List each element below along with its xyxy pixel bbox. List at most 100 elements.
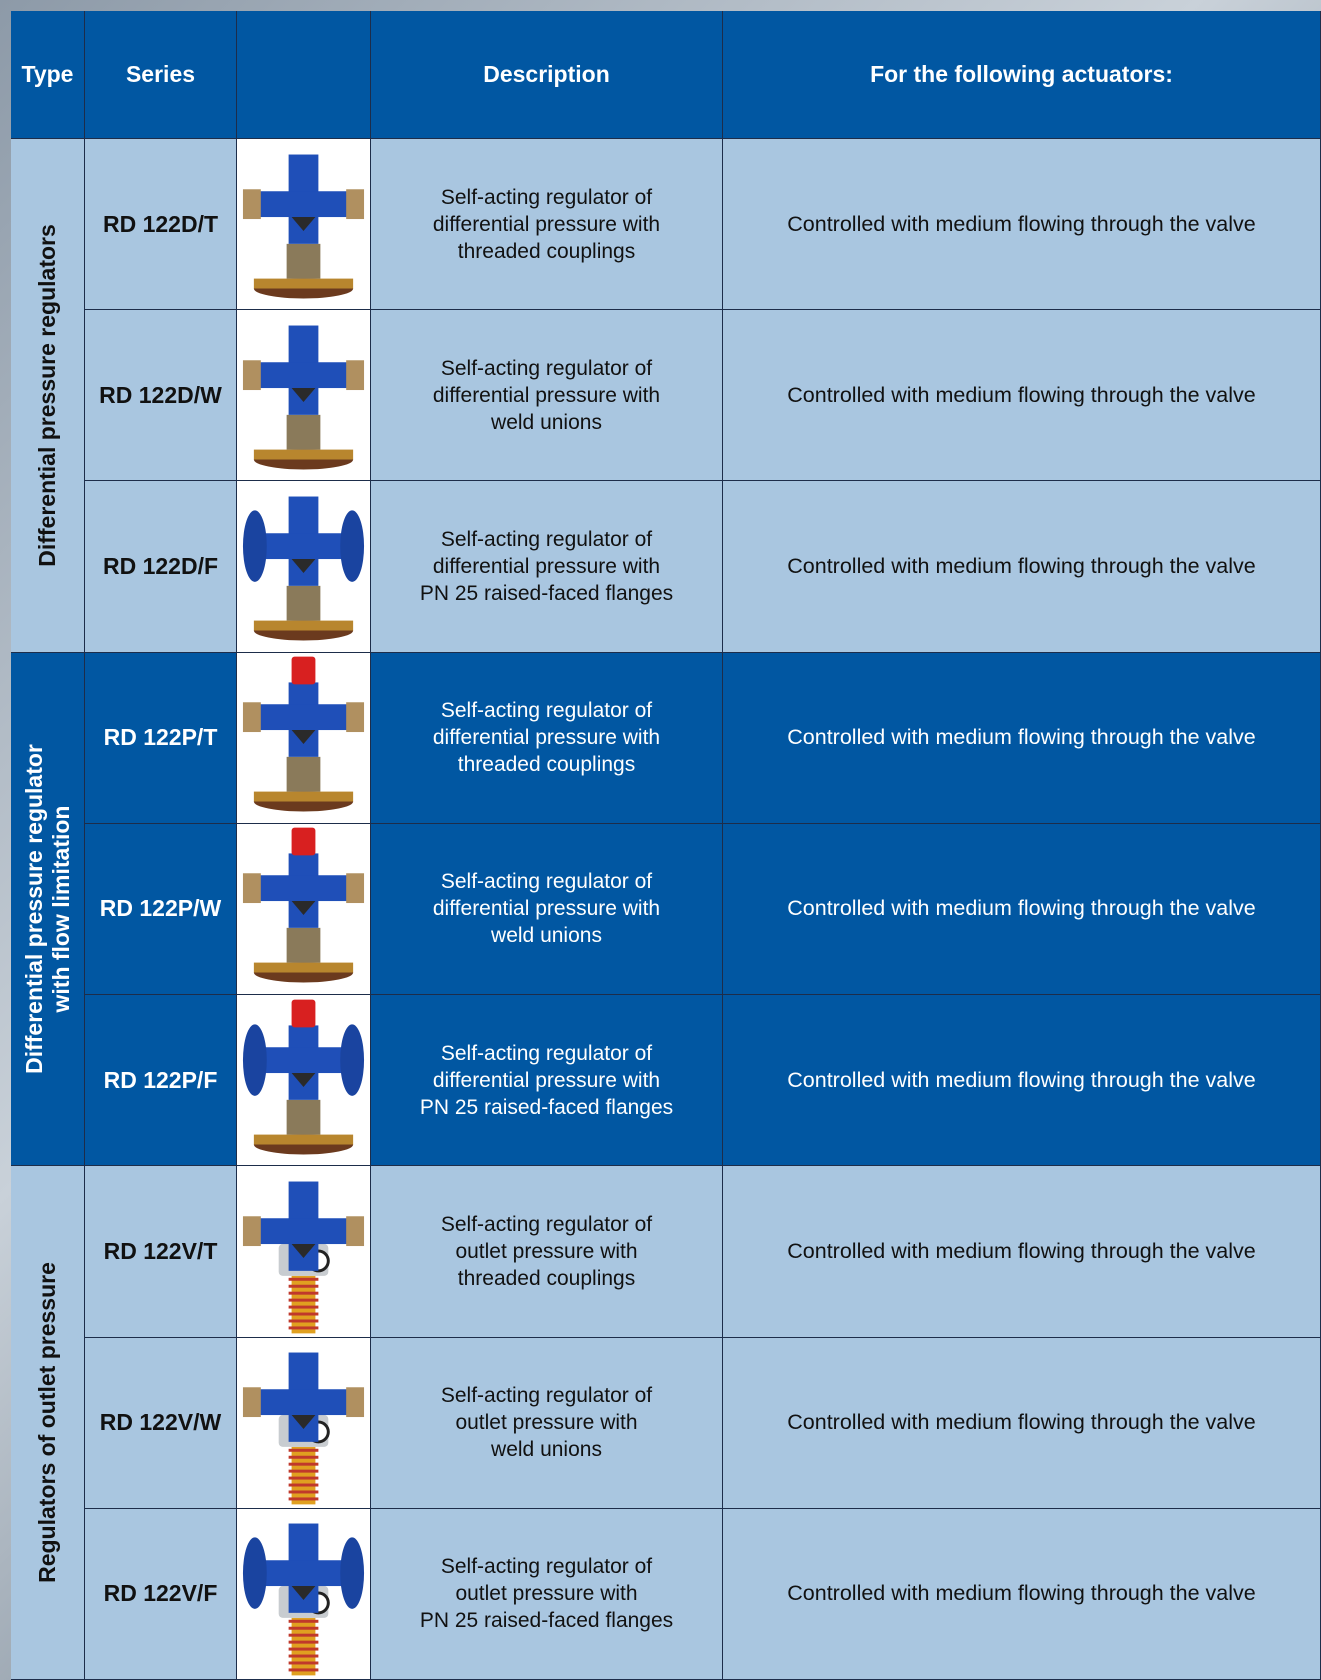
- series-cell: RD 122V/T: [85, 1166, 237, 1338]
- header-cell: For the following actuators:: [723, 11, 1321, 139]
- actuators-text: Controlled with medium flowing through t…: [787, 1238, 1256, 1263]
- header-cell: [237, 11, 371, 139]
- actuators-text: Controlled with medium flowing through t…: [787, 554, 1256, 579]
- valve-icon: [242, 656, 365, 812]
- product-image: [237, 652, 371, 824]
- description-cell: Self-acting regulator of differential pre…: [371, 652, 723, 824]
- actuators-cell: Controlled with medium flowing through t…: [723, 310, 1321, 482]
- description-line: weld unions: [491, 410, 602, 434]
- description-line: weld unions: [491, 1438, 602, 1462]
- header-text: Type: [21, 61, 74, 87]
- series-text: RD 122D/T: [102, 210, 219, 237]
- series-cell: RD 122D/F: [85, 481, 237, 653]
- series-text: RD 122P/F: [103, 1066, 218, 1093]
- type-label: Differential pressure regulators: [34, 224, 61, 567]
- description-cell: Self-acting regulator of differential pre…: [371, 481, 723, 653]
- actuators-cell: Controlled with medium flowing through t…: [723, 1166, 1321, 1338]
- header-cell: Series: [85, 11, 237, 139]
- header-text: Description: [483, 61, 610, 87]
- description-line: threaded couplings: [457, 1266, 636, 1290]
- description-line: differential pressure with: [432, 1068, 661, 1092]
- series-cell: RD 122P/T: [85, 652, 237, 824]
- actuators-text: Controlled with medium flowing through t…: [787, 896, 1256, 921]
- description-line: threaded couplings: [457, 753, 636, 777]
- actuators-text: Controlled with medium flowing through t…: [787, 1581, 1256, 1606]
- product-image: [237, 995, 371, 1167]
- actuators-cell: Controlled with medium flowing through t…: [723, 652, 1321, 824]
- actuators-text: Controlled with medium flowing through t…: [787, 1410, 1256, 1435]
- description-line: outlet pressure with: [455, 1582, 638, 1606]
- header-cell: Description: [371, 11, 723, 139]
- description-cell: Self-acting regulator of differential pre…: [371, 823, 723, 996]
- series-cell: RD 122V/W: [85, 1337, 237, 1509]
- type-cell: Differential pressure regulators: [11, 139, 85, 653]
- description-cell: Self-acting regulator of outlet pressure …: [371, 1508, 723, 1680]
- description-line: Self-acting regulator of: [440, 1212, 653, 1236]
- actuators-cell: Controlled with medium flowing through t…: [723, 995, 1321, 1167]
- product-image: [237, 481, 371, 653]
- valve-icon: [242, 828, 365, 983]
- description-line: outlet pressure with: [455, 1411, 638, 1435]
- type-line: Regulators of outlet pressure: [34, 1262, 60, 1584]
- actuators-cell: Controlled with medium flowing through t…: [723, 1508, 1321, 1680]
- description-line: Self-acting regulator of: [440, 1555, 653, 1579]
- actuators-text: Controlled with medium flowing through t…: [787, 382, 1256, 407]
- series-text: RD 122D/F: [102, 553, 219, 580]
- series-text: RD 122P/W: [99, 895, 222, 922]
- series-text: RD 122V/T: [103, 1237, 218, 1264]
- description-cell: Self-acting regulator of outlet pressure …: [371, 1337, 723, 1509]
- description-line: weld unions: [491, 924, 602, 948]
- description-line: differential pressure with: [432, 555, 661, 579]
- series-cell: RD 122D/W: [85, 310, 237, 482]
- valve-icon: [242, 496, 365, 641]
- series-text: RD 122D/W: [99, 381, 222, 408]
- series-cell: RD 122P/F: [85, 995, 237, 1167]
- valve-icon: [242, 325, 365, 470]
- actuators-cell: Controlled with medium flowing through t…: [723, 1337, 1321, 1509]
- product-image: [237, 139, 371, 311]
- valve-icon: [242, 154, 365, 299]
- description-line: Self-acting regulator of: [440, 528, 653, 552]
- product-image: [237, 1337, 371, 1509]
- series-cell: RD 122P/W: [85, 823, 237, 996]
- description-cell: Self-acting regulator of outlet pressure …: [371, 1166, 723, 1338]
- description-cell: Self-acting regulator of differential pre…: [371, 139, 723, 311]
- description-line: differential pressure with: [432, 897, 661, 921]
- actuators-text: Controlled with medium flowing through t…: [787, 725, 1256, 750]
- product-image: [237, 1166, 371, 1338]
- header-text: For the following actuators:: [870, 61, 1173, 87]
- description-cell: Self-acting regulator of differential pre…: [371, 310, 723, 482]
- type-cell: Regulators of outlet pressure: [11, 1166, 85, 1680]
- description-line: Self-acting regulator of: [440, 699, 653, 723]
- type-cell: Differential pressure regulator with flow…: [11, 652, 85, 1167]
- valve-icon: [242, 1523, 365, 1676]
- series-cell: RD 122D/T: [85, 139, 237, 311]
- type-label: Differential pressure regulator with flow…: [21, 744, 75, 1074]
- actuators-cell: Controlled with medium flowing through t…: [723, 823, 1321, 996]
- description-line: differential pressure with: [432, 726, 661, 750]
- actuators-cell: Controlled with medium flowing through t…: [723, 139, 1321, 311]
- header-cell: Type: [11, 11, 85, 139]
- product-image: [237, 1508, 371, 1680]
- description-line: Self-acting regulator of: [440, 1384, 653, 1408]
- type-line: with flow limitation: [47, 805, 74, 1013]
- description-line: Self-acting regulator of: [440, 870, 653, 894]
- description-line: Self-acting regulator of: [440, 356, 653, 380]
- actuators-text: Controlled with medium flowing through t…: [787, 1067, 1256, 1092]
- description-line: PN 25 raised-faced flanges: [419, 582, 674, 606]
- valve-icon: [242, 1352, 365, 1505]
- description-line: Self-acting regulator of: [440, 1041, 653, 1065]
- header-text: Series: [125, 61, 196, 87]
- description-line: PN 25 raised-faced flanges: [419, 1095, 674, 1119]
- description-line: threaded couplings: [457, 239, 636, 263]
- type-line: Differential pressure regulator: [20, 744, 47, 1074]
- description-cell: Self-acting regulator of differential pre…: [371, 995, 723, 1167]
- type-label: Regulators of outlet pressure: [34, 1262, 61, 1583]
- product-image: [237, 823, 371, 996]
- description-line: Self-acting regulator of: [440, 185, 653, 209]
- description-line: PN 25 raised-faced flanges: [419, 1609, 674, 1633]
- description-line: differential pressure with: [432, 383, 661, 407]
- description-line: differential pressure with: [432, 212, 661, 236]
- actuators-text: Controlled with medium flowing through t…: [787, 211, 1256, 236]
